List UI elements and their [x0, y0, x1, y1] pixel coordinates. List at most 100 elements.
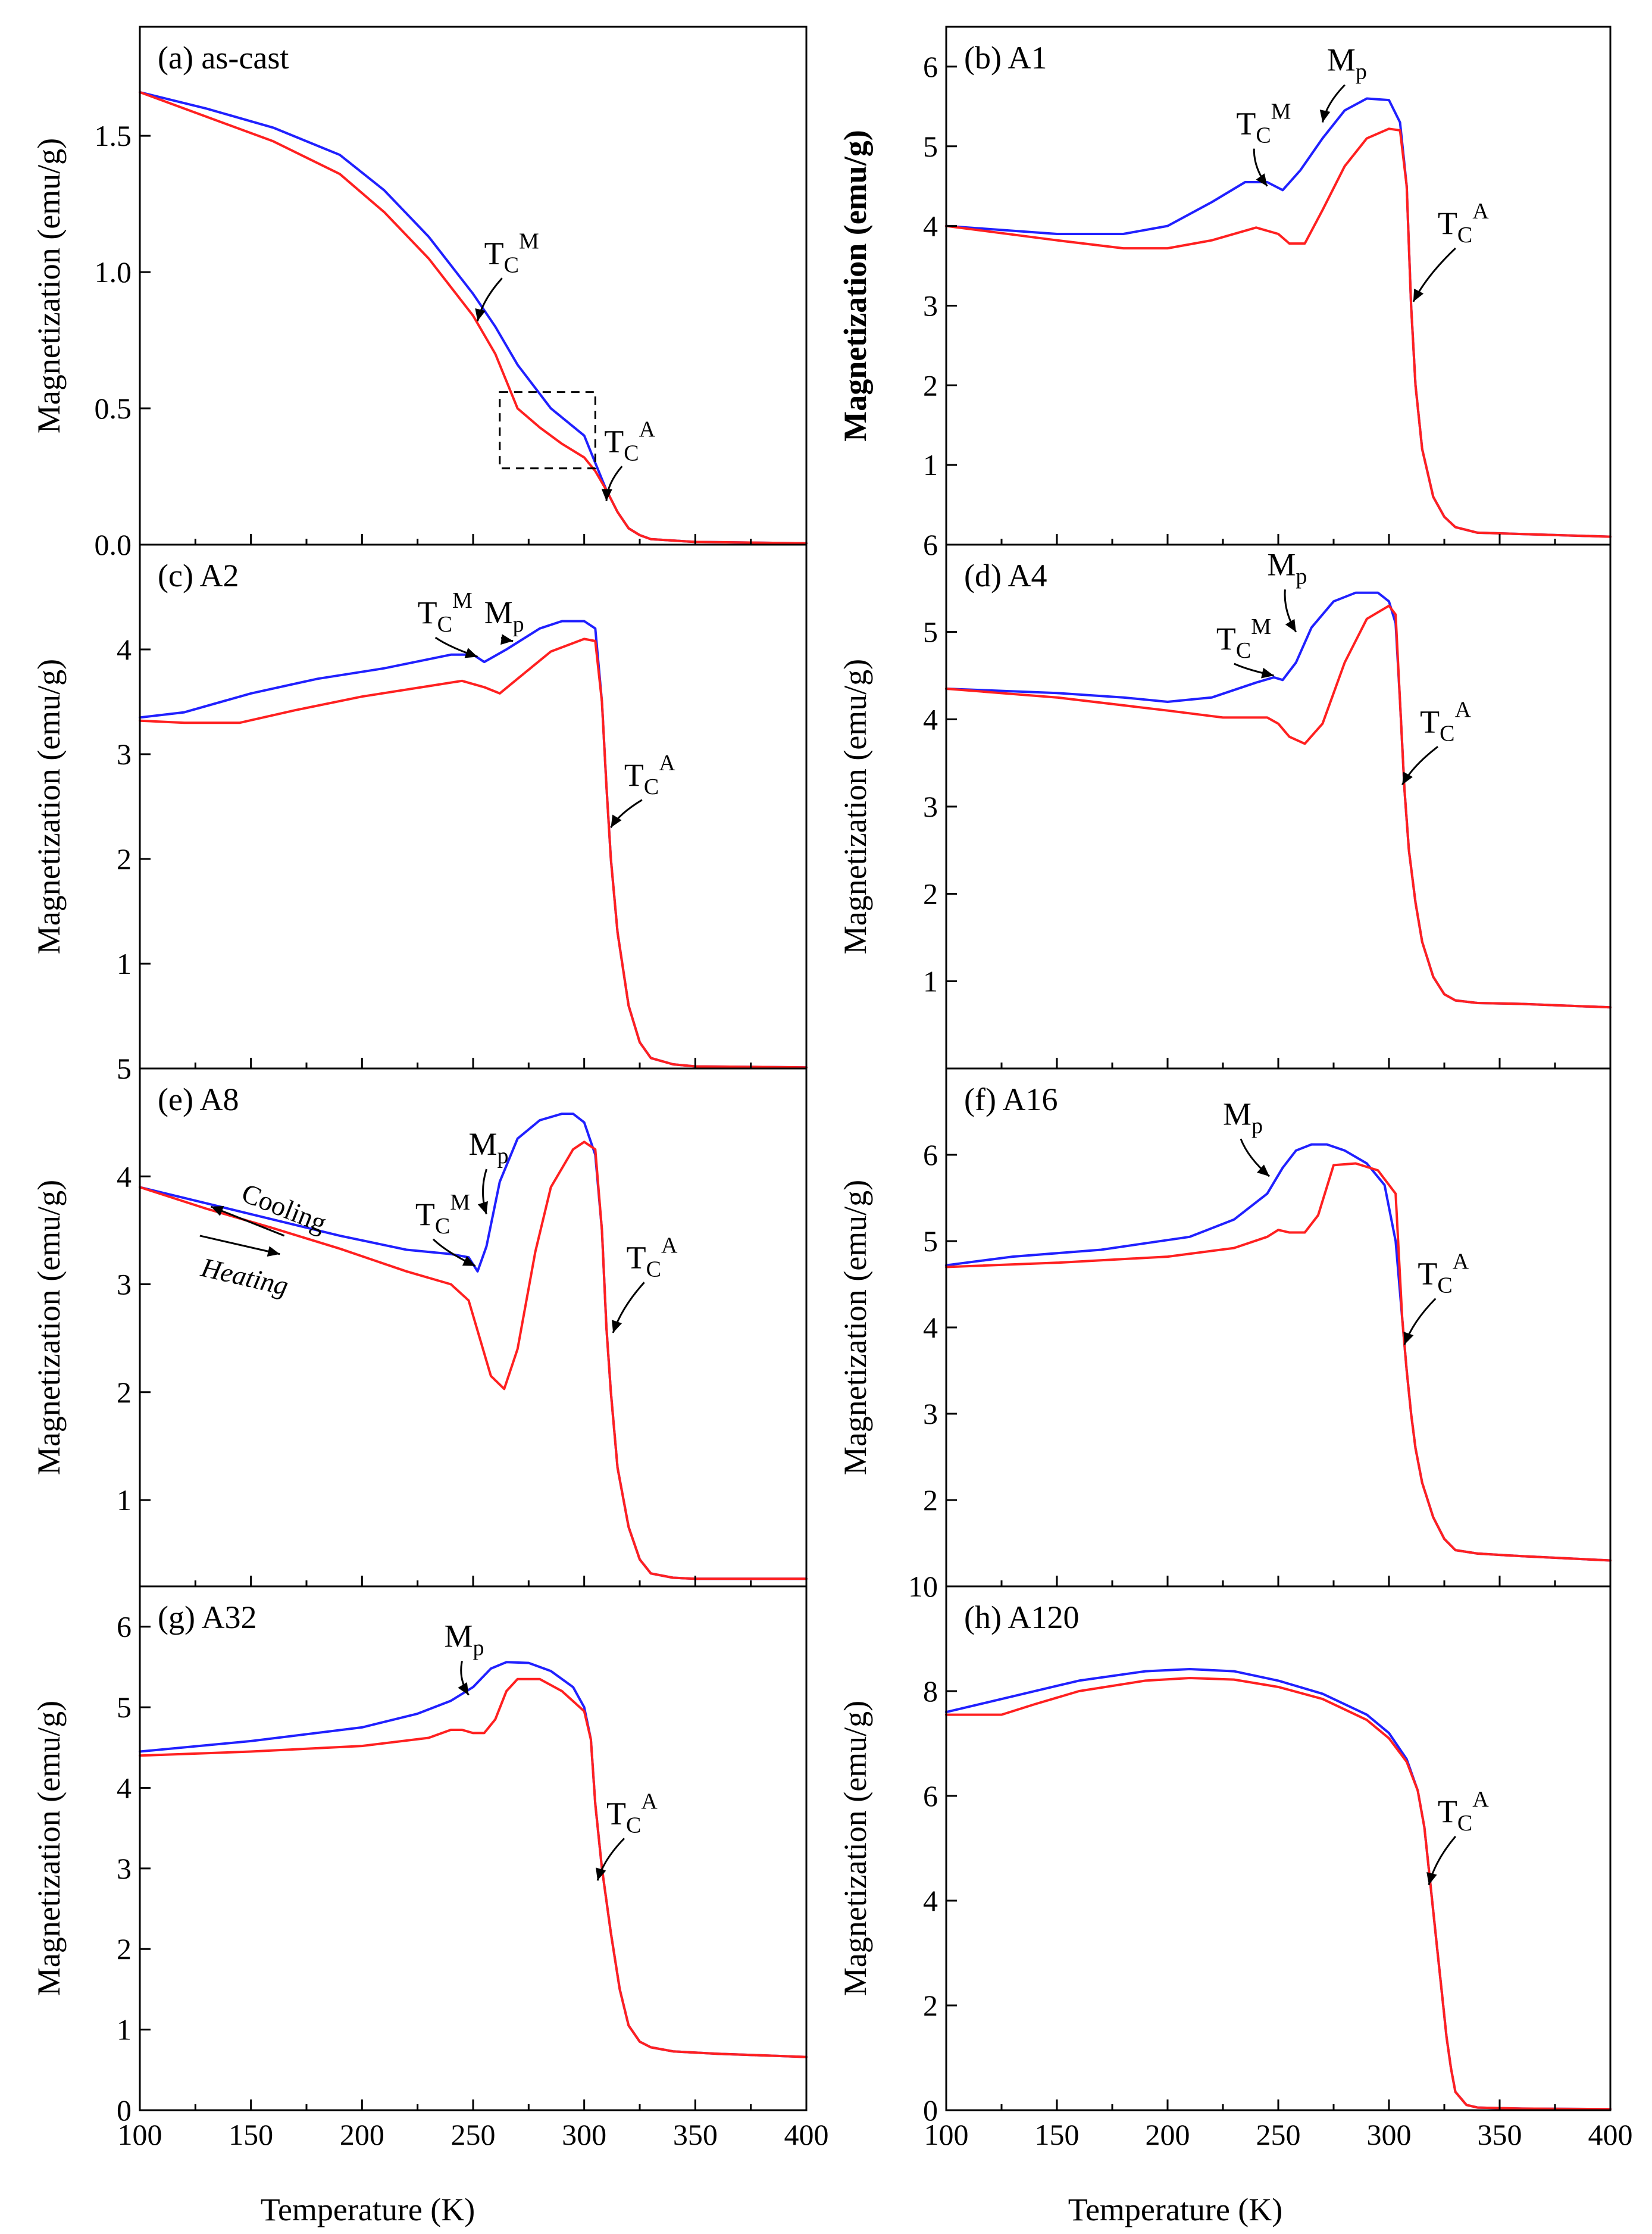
x-tick-label-h: 250 [1256, 2118, 1301, 2151]
y-tick-label-a: 1.5 [95, 119, 132, 152]
y-tick-label-a: 0.5 [95, 392, 132, 425]
annotation-arrowhead-b [1256, 173, 1268, 186]
annotation-arrowhead-f [1257, 1164, 1270, 1177]
series-heating-d [945, 604, 1612, 1009]
annotation-arrowhead-b [1319, 110, 1331, 123]
y-tick-label-f: 3 [923, 1397, 938, 1430]
annotation-tca-c: TCA [624, 751, 675, 799]
panel-title-b: (b) A1 [964, 40, 1047, 76]
x-tick-label-h: 350 [1478, 2118, 1522, 2151]
y-tick-label-c: 2 [117, 842, 132, 876]
y-tick-label-f: 4 [923, 1311, 938, 1344]
y-tick-label-c: 3 [117, 738, 132, 771]
series-heating-b [945, 127, 1612, 538]
panel-d: 1 2 3 4 5 Magnetization (emu/g) (d) A4 TCM Mp TCA [837, 543, 1612, 1070]
y-tick-label-g: 0 [117, 2094, 132, 2127]
panel-a: 0.0 0.5 1.0 1.5 Magnetization (emu/g) (a) as-… [31, 26, 808, 561]
y-tick-label-g: 3 [117, 1852, 132, 1885]
annotation-arrowhead-a [601, 489, 612, 501]
x-tick-label-g: 400 [784, 2118, 829, 2151]
y-tick-label-d: 4 [923, 702, 938, 736]
annotation-arrowhead-d [1285, 618, 1296, 632]
y-tick-label-c: 5 [117, 1052, 132, 1085]
y-tick-label-c: 4 [117, 633, 132, 666]
y-tick-label-a: 1.0 [95, 255, 132, 289]
y-tick-label-h: 4 [923, 1884, 938, 1917]
series-heating-h [945, 1677, 1612, 2111]
annotation-arrowhead-e [612, 1320, 622, 1333]
x-axis-label-right: Temperature (K) [1068, 2192, 1283, 2227]
annotation-tcm-c: TCM [418, 588, 473, 637]
y-axis-label-h: Magnetization (emu/g) [837, 1701, 873, 1996]
y-tick-label-e: 5 [117, 1052, 132, 1085]
annotation-mp-b: Mp [1327, 42, 1367, 85]
panel-title-h: (h) A120 [964, 1599, 1079, 1635]
y-axis-label-c: Magnetization (emu/g) [31, 659, 67, 954]
zoom-region-box [499, 391, 596, 470]
annotation-arrowhead-h [1426, 1871, 1437, 1885]
y-tick-label-g: 4 [117, 1771, 132, 1804]
y-tick-label-h: 2 [923, 1989, 938, 2022]
x-tick-label-g: 100 [118, 2118, 162, 2151]
y-tick-label-b: 2 [923, 368, 938, 402]
series-heating-g [139, 1677, 808, 2058]
y-tick-label-d: 2 [923, 877, 938, 911]
annotation-mp-f: Mp [1223, 1096, 1263, 1138]
panel-g: 100 150 200 250 300 350 400 0 1 2 3 4 5 6 Magnetizatio… [31, 1585, 829, 2151]
panel-title-a: (a) as-cast [158, 40, 289, 76]
annotation-arrowhead-g [458, 1682, 469, 1695]
y-tick-label-g: 5 [117, 1691, 132, 1724]
y-tick-label-f: 5 [923, 1224, 938, 1258]
annotation-arrowhead-e [462, 1255, 475, 1266]
y-tick-label-f: 2 [923, 1483, 938, 1517]
annotation-mp-e: Mp [469, 1126, 509, 1168]
panel-h: 100 150 200 250 300 350 400 0 2 4 6 8 10 Magnetizatio… [837, 1570, 1633, 2151]
panel-c: 5 1 2 3 4 Magnetization (emu/g) (c) A2 TCM Mp TCA [31, 543, 808, 1085]
panel-title-d: (d) A4 [964, 558, 1047, 593]
y-tick-label-d: 1 [923, 964, 938, 998]
y-tick-label-e: 4 [117, 1160, 132, 1193]
annotation-tca-f: TCA [1418, 1249, 1469, 1298]
annotation-arrowhead-d [1261, 667, 1274, 679]
direction-arrow-heating [199, 1235, 280, 1255]
y-axis-label-a: Magnetization (emu/g) [31, 138, 67, 433]
x-tick-label-h: 100 [924, 2118, 969, 2151]
x-tick-label-g: 200 [340, 2118, 384, 2151]
annotation-tca-a: TCA [604, 417, 655, 465]
annotation-arrowhead-c [464, 648, 478, 658]
x-tick-label-h: 300 [1367, 2118, 1412, 2151]
y-tick-label-d: 5 [923, 615, 938, 649]
annotation-arrowhead-g [596, 1867, 606, 1881]
x-tick-label-g: 350 [673, 2118, 718, 2151]
y-axis-label-b: Magnetization (emu/g) [837, 130, 873, 441]
x-tick-label-h: 200 [1146, 2118, 1190, 2151]
panel-title-c: (c) A2 [158, 558, 239, 593]
annotation-arrowhead-b [1413, 288, 1424, 302]
y-tick-label-h: 10 [908, 1570, 938, 1603]
y-tick-label-a: 0.0 [95, 528, 132, 561]
x-tick-label-h: 400 [1588, 2118, 1633, 2151]
annotation-tca-h: TCA [1438, 1787, 1489, 1836]
y-tick-label-b: 6 [923, 50, 938, 83]
y-tick-label-h: 6 [923, 1779, 938, 1813]
y-tick-label-h: 0 [923, 2094, 938, 2127]
series-heating-f [945, 1162, 1612, 1562]
y-tick-label-b: 5 [923, 130, 938, 163]
series-heating-a [139, 90, 808, 545]
y-tick-label-f: 6 [923, 1138, 938, 1171]
x-tick-label-g: 150 [229, 2118, 273, 2151]
annotation-arrowhead-e [477, 1201, 488, 1214]
y-tick-label-c: 1 [117, 947, 132, 980]
panel-title-f: (f) A16 [964, 1082, 1057, 1117]
y-tick-label-b: 3 [923, 289, 938, 322]
series-heating-c [139, 638, 808, 1069]
annotation-arrowhead-f [1403, 1332, 1414, 1345]
x-tick-label-h: 150 [1035, 2118, 1080, 2151]
direction-arrowhead-heating [267, 1246, 280, 1257]
panel-b: 6 1 2 3 4 5 6 Magnetization (emu/g) (b) A1 TCM Mp T… [837, 26, 1612, 561]
y-tick-label-h: 8 [923, 1674, 938, 1708]
annotation-mp-c: Mp [484, 595, 524, 637]
annotation-tcm-b: TCM [1236, 99, 1291, 148]
direction-arrow-cooling [210, 1205, 285, 1237]
annotation-arrowhead-c [500, 634, 514, 645]
